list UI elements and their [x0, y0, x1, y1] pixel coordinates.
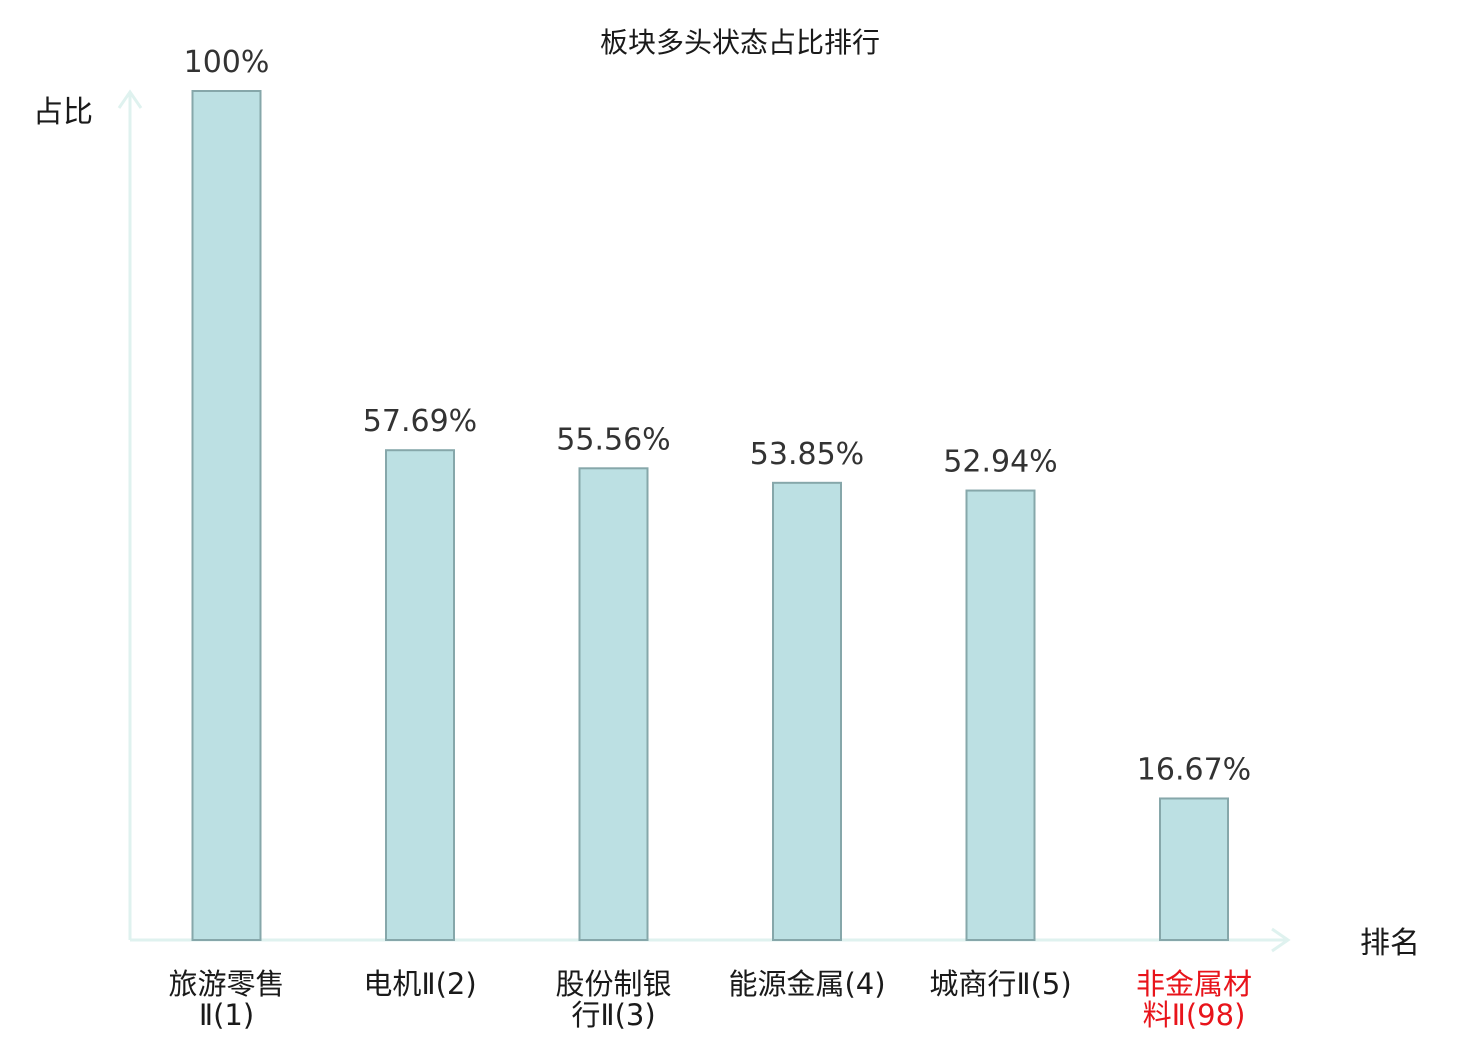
- x-tick-label: 非金属材: [1136, 967, 1252, 1001]
- x-axis-label: 排名: [1360, 926, 1420, 961]
- bar: [1159, 797, 1229, 941]
- x-tick-label: 股份制银: [555, 967, 671, 1001]
- x-axis-arrow: [1271, 927, 1291, 953]
- bar: [772, 481, 842, 941]
- data-label: 100%: [184, 45, 270, 80]
- y-axis-label: 占比: [33, 95, 93, 130]
- bar: [191, 90, 262, 941]
- bar: [385, 449, 455, 941]
- x-tick-label: 城商行Ⅱ(5): [929, 967, 1071, 1001]
- x-tick-label: 旅游零售: [168, 967, 284, 1001]
- bar: [965, 489, 1036, 941]
- x-tick-label: Ⅱ(1): [199, 998, 254, 1032]
- y-axis-arrow: [117, 89, 143, 109]
- x-tick-label: 行Ⅱ(3): [571, 998, 655, 1032]
- data-label: 16.67%: [1137, 752, 1251, 787]
- chart-title: 板块多头状态占比排行: [600, 26, 880, 59]
- data-label: 55.56%: [556, 422, 670, 457]
- x-tick-label: 能源金属(4): [728, 967, 885, 1001]
- x-tick-label: 料Ⅱ(98): [1143, 998, 1246, 1032]
- x-tick-label: 电机Ⅱ(2): [363, 967, 476, 1001]
- data-label: 52.94%: [943, 445, 1057, 480]
- data-label: 53.85%: [750, 437, 864, 472]
- bar: [578, 467, 649, 941]
- data-label: 57.69%: [363, 404, 477, 439]
